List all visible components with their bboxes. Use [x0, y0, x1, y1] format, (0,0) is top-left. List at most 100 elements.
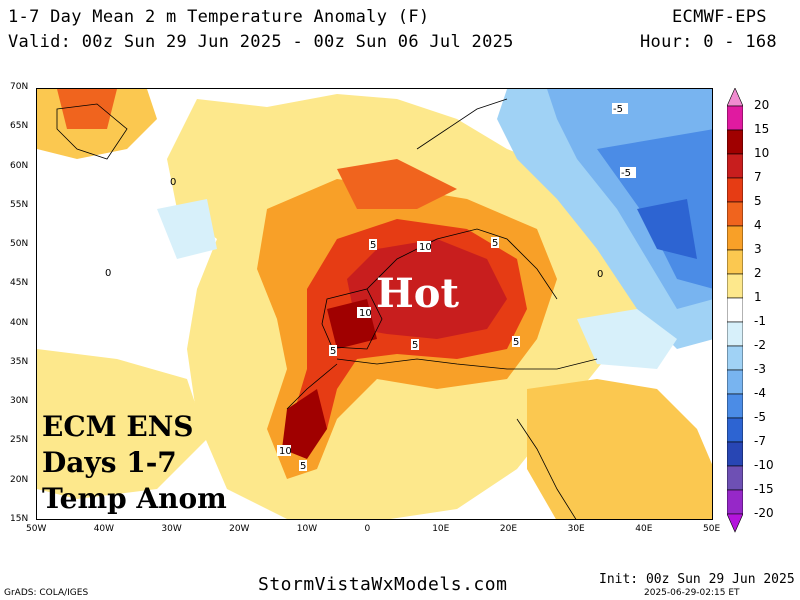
contour-label-5-f: 5	[300, 461, 306, 472]
color-scale-tick-label: 5	[754, 194, 762, 208]
color-scale-segment	[727, 369, 743, 395]
color-scale-segment	[727, 441, 743, 467]
contour-label-neg5-b: -5	[621, 168, 631, 179]
color-scale-tick-label: -5	[754, 410, 766, 424]
valid-period: Valid: 00z Sun 29 Jun 2025 - 00z Sun 06 …	[8, 32, 514, 52]
init-time: Init: 00z Sun 29 Jun 2025	[599, 572, 795, 587]
lon-label: 50W	[26, 524, 47, 534]
overlay-box-line-1: ECM ENS	[42, 410, 194, 443]
color-scale-segment	[727, 417, 743, 443]
color-scale-tick-label: 2	[754, 266, 762, 280]
contour-label-0-c: 0	[597, 269, 603, 280]
lat-label: 40N	[10, 317, 29, 328]
anomaly-map: 10 10 10 5 5 5 5 5 5 -5 -5 0 0 0	[36, 88, 713, 520]
contour-label-0-a: 0	[170, 177, 176, 188]
color-scale-segment	[727, 489, 743, 515]
lon-label: 50E	[703, 524, 721, 534]
lon-label: 0	[364, 524, 371, 534]
lat-label: 55N	[10, 199, 29, 210]
color-scale-tick-label: 7	[754, 170, 762, 184]
lon-label: 20E	[499, 524, 518, 534]
render-timestamp: 2025-06-29-02:15 ET	[644, 588, 740, 598]
anomaly-field: 10 10 10 5 5 5 5 5 5 -5 -5 0 0 0	[37, 89, 712, 519]
color-scale-tick-label: -20	[754, 506, 774, 520]
contour-label-5-e: 5	[513, 337, 519, 348]
color-scale-tick-label: -2	[754, 338, 766, 352]
greenland-warm-core	[57, 89, 117, 129]
color-scale-segment	[727, 177, 743, 203]
cold-anomaly-spot	[637, 199, 697, 259]
forecast-hour-range: Hour: 0 - 168	[640, 32, 777, 52]
lat-label: 15N	[10, 514, 29, 524]
color-scale-tick-label: 1	[754, 290, 762, 304]
contour-label-5-d: 5	[412, 340, 418, 351]
contour-label-10-spain: 10	[359, 308, 372, 319]
color-scale-segment	[727, 273, 743, 299]
color-scale-tick-label: 3	[754, 242, 762, 256]
color-scale-tick-label: -7	[754, 434, 766, 448]
lat-label: 60N	[10, 160, 29, 171]
contour-label-5-a: 5	[370, 240, 376, 251]
color-scale-segment	[727, 393, 743, 419]
hot-core-sahara	[282, 389, 327, 459]
color-scale-tick-label: -10	[754, 458, 774, 472]
color-scale-tick-label: 4	[754, 218, 762, 232]
color-scale-tick-label: -4	[754, 386, 766, 400]
color-scale-segment	[727, 297, 743, 323]
color-scale-tick-label: 15	[754, 122, 770, 136]
warm-anomaly-mideast	[527, 379, 712, 519]
color-scale-segment	[727, 201, 743, 227]
model-name: ECMWF-EPS	[672, 7, 767, 27]
lat-label: 30N	[10, 396, 29, 407]
color-scale-segment	[727, 225, 743, 251]
color-scale-segment	[727, 465, 743, 491]
color-scale-segment	[727, 129, 743, 155]
color-scale-tick-label: 20	[754, 98, 770, 112]
color-scale-tick-label: -15	[754, 482, 774, 496]
lat-label: 35N	[10, 356, 29, 367]
color-scale-segment	[727, 321, 743, 347]
lat-label: 20N	[10, 474, 29, 485]
warm-orange-north	[337, 159, 457, 209]
color-scale-bar	[727, 88, 743, 533]
color-scale-tick-label: 10	[754, 146, 770, 160]
lon-label: 30E	[567, 524, 585, 534]
warm-anomaly-tropics	[37, 349, 207, 499]
lat-label: 70N	[10, 82, 29, 92]
contour-label-10-sahara: 10	[279, 446, 292, 457]
site-watermark: StormVistaWxModels.com	[258, 574, 508, 595]
overlay-box-line-2: Days 1-7	[42, 446, 177, 479]
contour-label-10: 10	[419, 242, 432, 253]
map-title: 1-7 Day Mean 2 m Temperature Anomaly (F)	[8, 7, 430, 27]
lon-label: 10W	[296, 524, 318, 534]
contour-label-0-b: 0	[105, 268, 111, 279]
overlay-box-line-3: Temp Anom	[42, 482, 227, 515]
color-scale-tick-label: -1	[754, 314, 766, 328]
color-scale-segment	[727, 153, 743, 179]
lon-label: 30W	[161, 524, 182, 534]
contour-label-5-b: 5	[492, 238, 498, 249]
color-scale-tick-label: -3	[754, 362, 766, 376]
lat-label: 50N	[10, 239, 29, 250]
contour-labels: 10 10 10 5 5 5 5 5 5 -5 -5 0 0 0	[105, 103, 636, 472]
grads-credit: GrADS: COLA/IGES	[4, 588, 89, 598]
color-scale-segment	[727, 105, 743, 131]
cool-anomaly-atlantic	[157, 199, 217, 259]
color-scale-segment	[727, 249, 743, 275]
lon-label: 40W	[93, 524, 115, 534]
coastlines	[56, 98, 598, 519]
cool-anomaly-turkey	[577, 309, 677, 369]
lon-label: 20W	[229, 524, 250, 534]
lat-label: 45N	[10, 278, 29, 289]
hot-label: Hot	[376, 270, 459, 317]
lat-label: 25N	[10, 435, 29, 446]
lon-label: 10E	[432, 524, 450, 534]
contour-label-5-c: 5	[330, 346, 336, 357]
contour-label-neg5-a: -5	[613, 104, 623, 115]
color-scale-arrow-bottom	[727, 513, 743, 533]
color-scale-segment	[727, 345, 743, 371]
lat-label: 65N	[10, 121, 29, 132]
color-scale-arrow-top	[727, 88, 743, 107]
hot-core-inner	[347, 239, 507, 339]
lon-label: 40E	[635, 524, 653, 534]
